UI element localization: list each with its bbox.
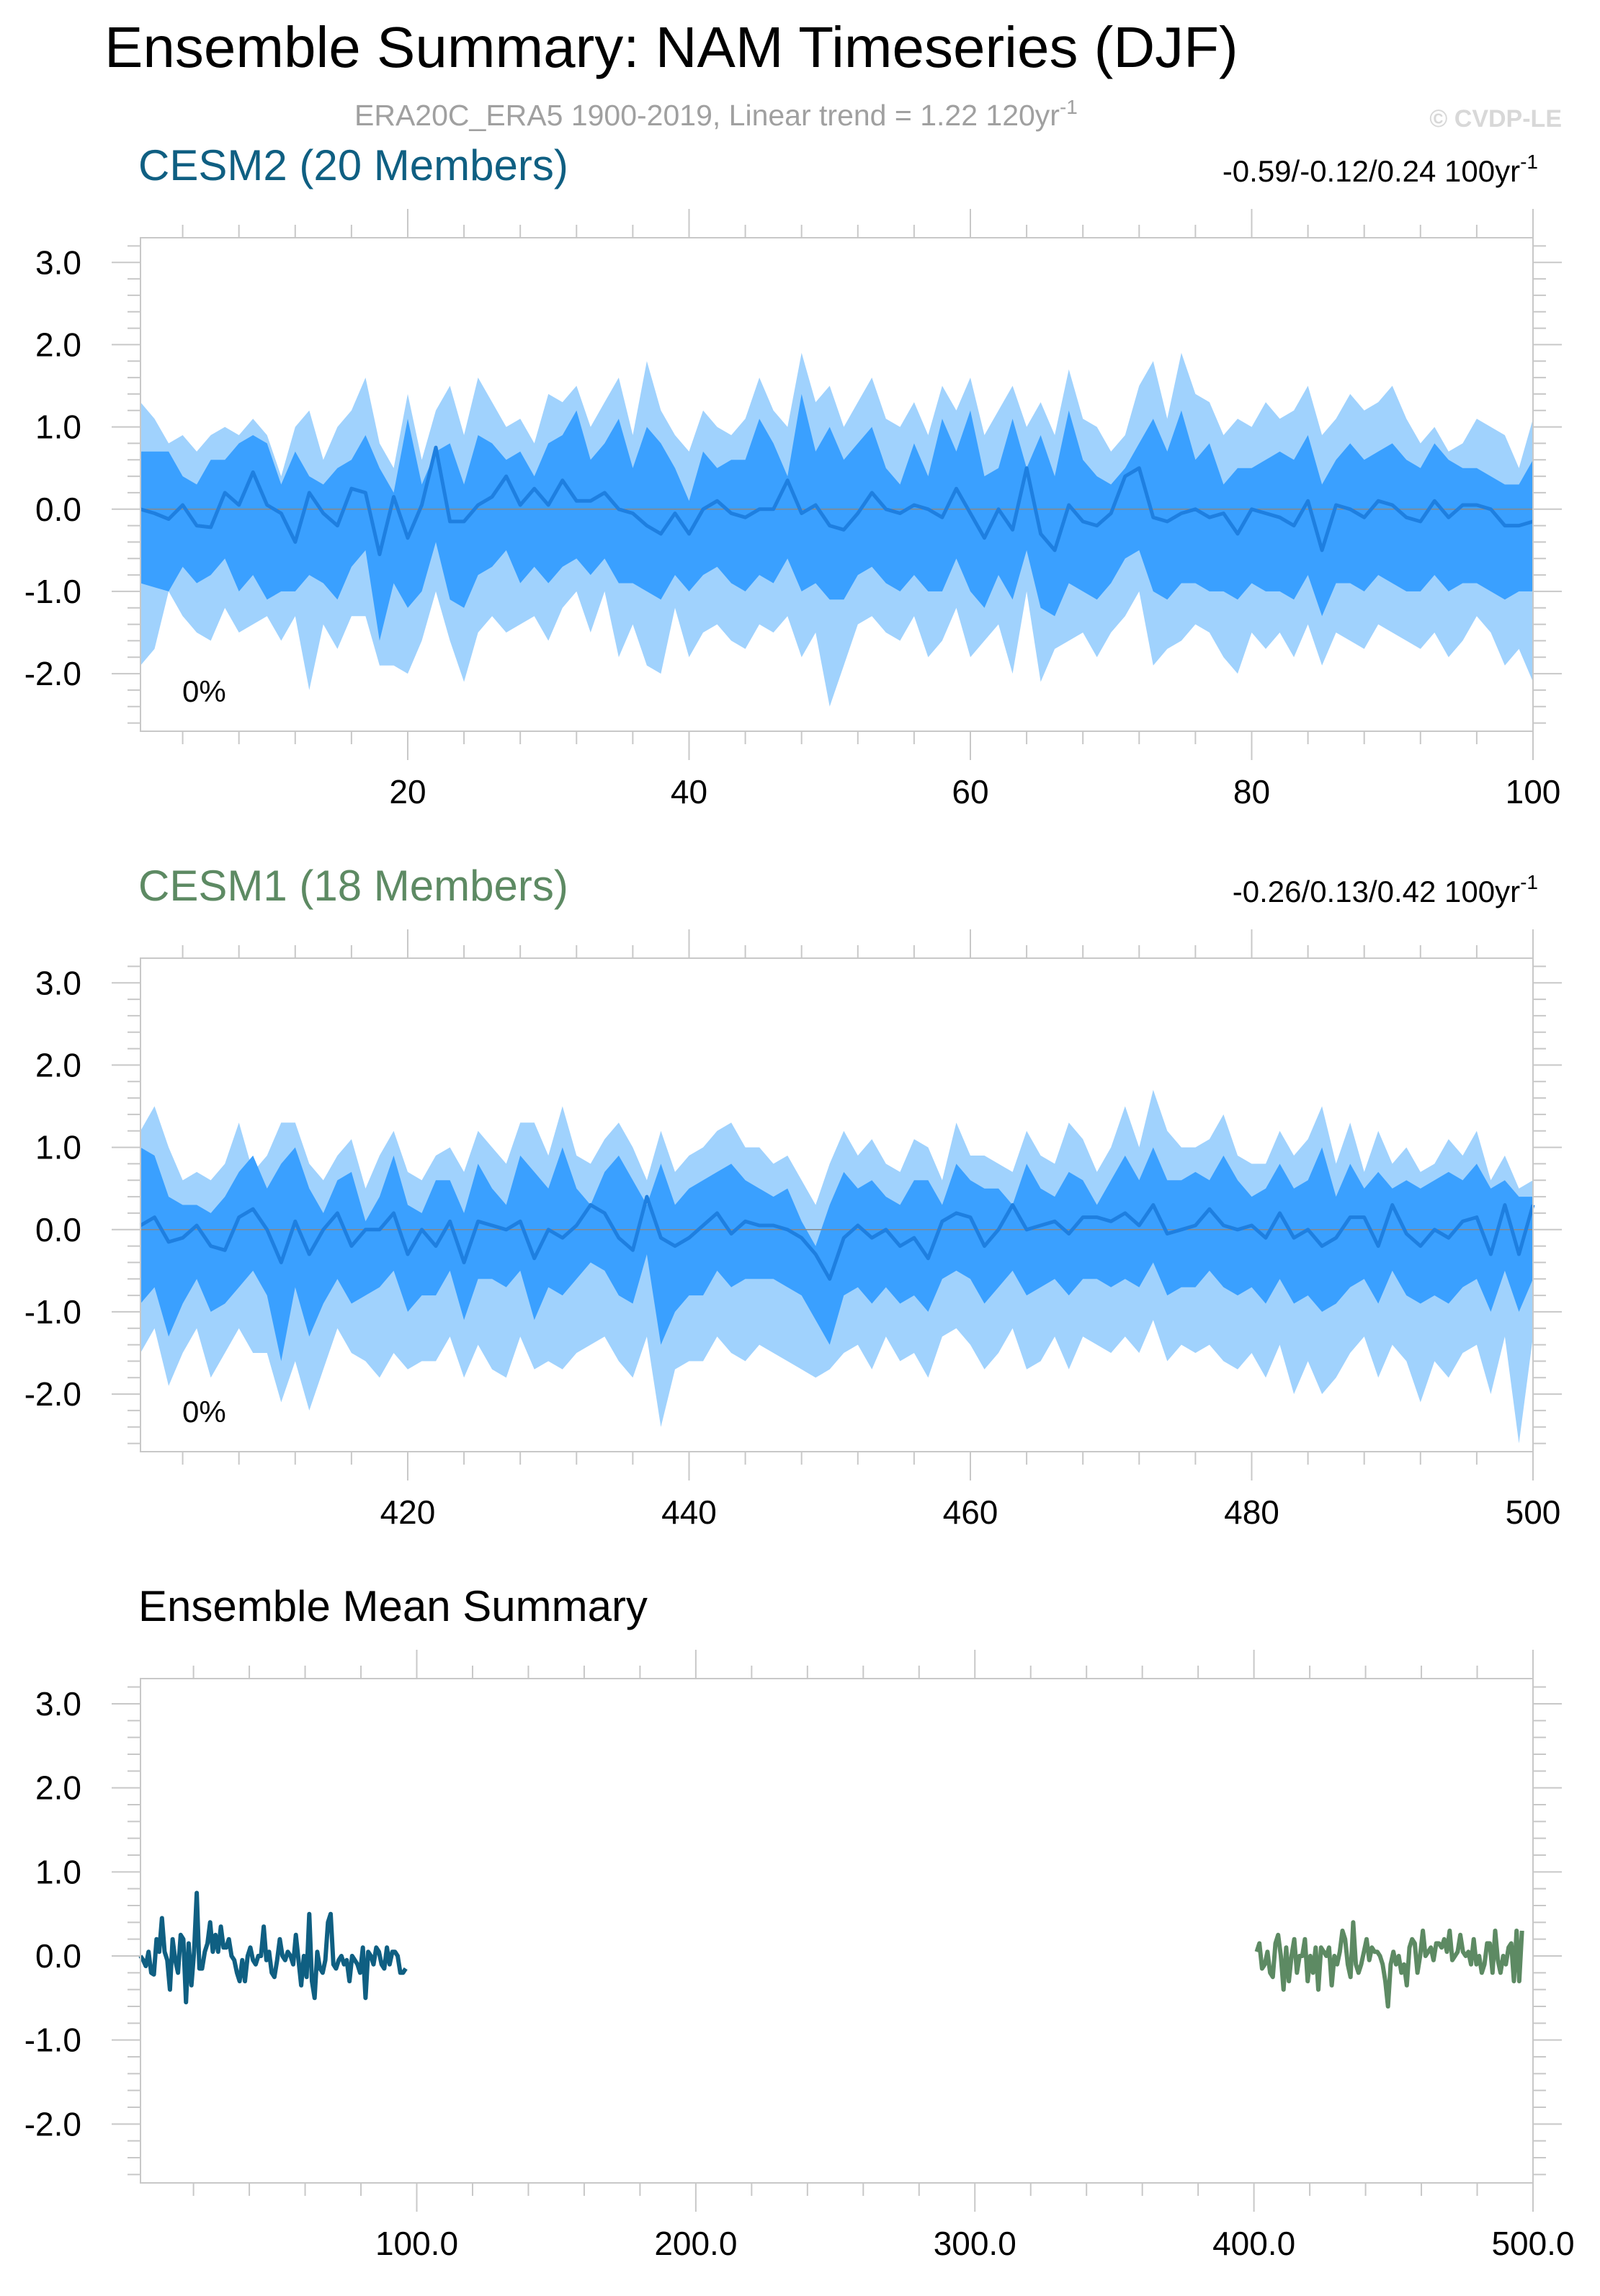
x-tick-label: 20 bbox=[389, 773, 426, 810]
x-tick-label: 480 bbox=[1224, 1493, 1279, 1531]
y-tick-label: 2.0 bbox=[35, 1769, 81, 1807]
panel-cesm2-title: CESM2 (20 Members) bbox=[138, 141, 568, 189]
panel-ensemble-mean: Ensemble Mean Summary 3.0 2.0 1.0 0.0 -1.0 -2… bbox=[24, 1582, 1575, 2262]
figure-title: Ensemble Summary: NAM Timeseries (DJF) bbox=[104, 15, 1238, 79]
y-tick-label: -1.0 bbox=[24, 2022, 81, 2059]
panel-cesm1: CESM1 (18 Members) -0.26/0.13/0.42 100yr… bbox=[24, 862, 1562, 1531]
trend-text: -0.26/0.13/0.42 100yr bbox=[1233, 875, 1520, 908]
trend-superscript: -1 bbox=[1520, 151, 1538, 173]
subtitle-text: ERA20C_ERA5 1900-2019, Linear trend = 1.… bbox=[354, 99, 1060, 132]
x-tick-label: 400.0 bbox=[1212, 2225, 1295, 2262]
y-tick-label: 2.0 bbox=[35, 1046, 81, 1084]
y-tick-label: 1.0 bbox=[35, 1853, 81, 1890]
x-tick-label: 420 bbox=[380, 1493, 436, 1531]
ensemble-mean-line bbox=[139, 1194, 1535, 1281]
y-tick-label: -2.0 bbox=[24, 655, 81, 692]
x-tick-label: 500.0 bbox=[1491, 2225, 1574, 2262]
y-tick-label: 3.0 bbox=[35, 964, 81, 1001]
y-tick-label: 0.0 bbox=[35, 1937, 81, 1975]
y-tick-label: -2.0 bbox=[24, 2105, 81, 2143]
watermark: © CVDP-LE bbox=[1429, 105, 1562, 133]
x-tick-label: 440 bbox=[661, 1493, 717, 1531]
x-tick-label: 300.0 bbox=[934, 2225, 1016, 2262]
x-tick-label: 100 bbox=[1506, 773, 1561, 810]
y-tick-label: -1.0 bbox=[24, 1293, 81, 1331]
plot-frame bbox=[140, 1678, 1534, 2184]
range-band-inner bbox=[140, 393, 1533, 641]
y-tick-label: -1.0 bbox=[24, 573, 81, 610]
trend-superscript: -1 bbox=[1520, 871, 1538, 893]
x-tick-label: 80 bbox=[1233, 773, 1270, 810]
y-tick-label: 1.0 bbox=[35, 408, 81, 446]
cesm1-mean-line bbox=[1254, 1920, 1524, 2009]
panel-cesm1-title: CESM1 (18 Members) bbox=[138, 862, 568, 910]
y-tick-label: -2.0 bbox=[24, 1375, 81, 1413]
y-tick-label: 3.0 bbox=[35, 244, 81, 281]
panel-cesm2: CESM2 (20 Members) -0.59/-0.12/0.24 100y… bbox=[24, 141, 1562, 810]
ensemble-mean-line bbox=[140, 445, 1534, 556]
x-tick-label: 40 bbox=[671, 773, 707, 810]
plot-frame bbox=[140, 237, 1534, 732]
panel-cesm2-annotation: 0% bbox=[182, 674, 226, 708]
panel-cesm2-trend: -0.59/-0.12/0.24 100yr-1 bbox=[1223, 151, 1538, 188]
plot-area-cesm2: 3.0 2.0 1.0 0.0 -1.0 -2.0 20 40 60 80 100 bbox=[24, 209, 1562, 810]
cesm2-mean-line bbox=[138, 1890, 408, 2005]
y-tick-label: 1.0 bbox=[35, 1129, 81, 1166]
y-tick-label: 2.0 bbox=[35, 326, 81, 363]
trend-text: -0.59/-0.12/0.24 100yr bbox=[1223, 154, 1520, 188]
y-tick-label: 3.0 bbox=[35, 1685, 81, 1723]
plot-area-ensemble-mean: 3.0 2.0 1.0 0.0 -1.0 -2.0 100.0 200.0 300.0 400.0… bbox=[24, 1650, 1575, 2262]
x-tick-label: 60 bbox=[952, 773, 988, 810]
x-tick-label: 460 bbox=[943, 1493, 998, 1531]
subtitle-superscript: -1 bbox=[1060, 96, 1078, 118]
x-tick-label: 200.0 bbox=[654, 2225, 737, 2262]
x-tick-label: 100.0 bbox=[375, 2225, 458, 2262]
panel-ensemble-mean-title: Ensemble Mean Summary bbox=[138, 1582, 648, 1630]
panel-cesm1-annotation: 0% bbox=[182, 1395, 226, 1429]
figure-subtitle: ERA20C_ERA5 1900-2019, Linear trend = 1.… bbox=[354, 96, 1078, 132]
y-tick-label: 0.0 bbox=[35, 491, 81, 528]
plot-area-cesm1: 3.0 2.0 1.0 0.0 -1.0 -2.0 420 440 460 480 500 bbox=[24, 929, 1562, 1531]
x-tick-label: 500 bbox=[1506, 1493, 1561, 1531]
plot-frame bbox=[140, 957, 1534, 1452]
y-tick-label: 0.0 bbox=[35, 1211, 81, 1248]
panel-cesm1-trend: -0.26/0.13/0.42 100yr-1 bbox=[1233, 871, 1538, 908]
